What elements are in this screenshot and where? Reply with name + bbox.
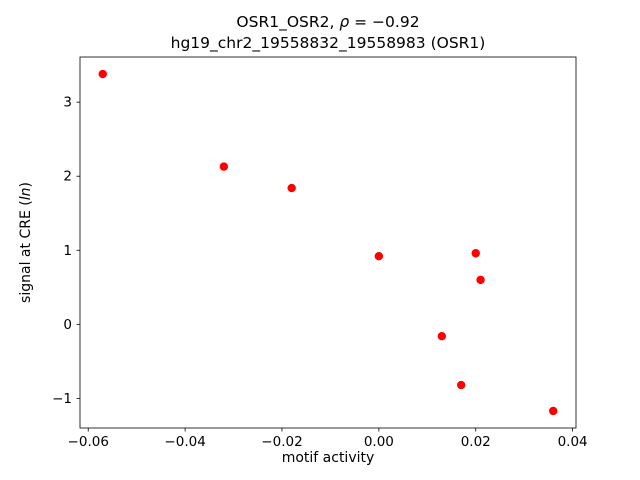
- data-point: [471, 249, 480, 258]
- data-point: [219, 162, 229, 171]
- y-tick-label: 2: [63, 169, 72, 185]
- x-tick-label: −0.04: [164, 434, 205, 450]
- chart-title: OSR1_OSR2, ρ = −0.92: [236, 13, 419, 32]
- y-tick-label: 1: [63, 243, 72, 259]
- y-tick-label: −1: [52, 391, 72, 407]
- y-tick-label: 3: [63, 95, 72, 111]
- data-point: [476, 275, 485, 285]
- x-tick-label: −0.06: [68, 434, 109, 450]
- x-tick-label: −0.02: [261, 434, 302, 450]
- data-point: [437, 331, 447, 341]
- data-point: [457, 380, 466, 390]
- y-axis-label: signal at CRE (ln): [18, 182, 34, 303]
- chart-subtitle: hg19_chr2_19558832_19558983 (OSR1): [171, 34, 486, 53]
- x-axis-label: motif activity: [282, 450, 375, 466]
- x-tick-label: 0.00: [364, 434, 394, 450]
- axes-box: [79, 56, 577, 429]
- data-point: [549, 406, 558, 416]
- x-tick-label: 0.02: [461, 434, 491, 450]
- data-point: [98, 69, 107, 79]
- data-point: [374, 251, 384, 261]
- y-tick-label: 0: [63, 317, 72, 333]
- data-point: [287, 183, 296, 193]
- x-tick-label: 0.04: [558, 434, 588, 450]
